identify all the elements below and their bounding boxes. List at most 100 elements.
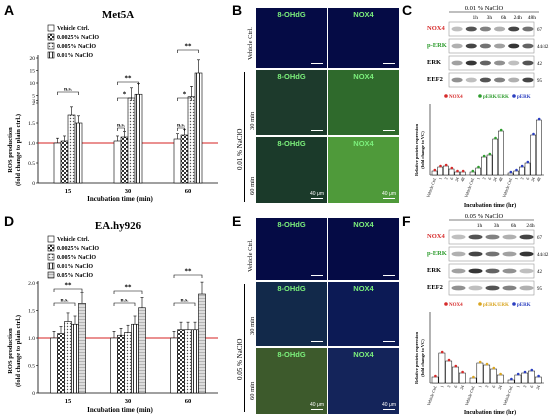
significance-label: n.s. — [181, 298, 190, 304]
kda-label: 44/42 — [537, 253, 549, 258]
quant-bar — [530, 134, 536, 176]
significance-bracket — [177, 127, 185, 131]
chart-title: Met5A — [102, 9, 134, 21]
scale-bar — [383, 408, 395, 410]
group-bracket — [244, 284, 245, 412]
stain-label: 8-OHdG — [277, 220, 306, 229]
blot-band — [465, 43, 477, 49]
quant-bar — [431, 170, 438, 176]
data-point — [488, 152, 492, 156]
legend-marker — [444, 94, 448, 98]
micrograph-e-8ohdg-60min: 8-OHdG 40 μm — [256, 348, 327, 414]
significance-label: ** — [65, 282, 73, 290]
data-point — [454, 364, 458, 368]
blot-band — [468, 285, 483, 291]
panel-f: 0.05 % NaClO 1h 3h 6h 24h NOX4 67 p-ERK 44/42 E… — [414, 213, 549, 416]
quant-bar — [445, 360, 453, 384]
band-label: EEF2 — [427, 76, 443, 83]
quant-bar — [486, 154, 493, 176]
bar — [78, 303, 86, 394]
kda-label: 95 — [537, 287, 543, 292]
scale-bar — [311, 62, 323, 64]
significance-label: ** — [185, 43, 193, 51]
quant-bar — [492, 138, 498, 176]
x-tick-label: 6 — [487, 177, 492, 181]
row-label-30min: 30 min — [249, 316, 256, 335]
blot-band — [479, 43, 491, 49]
x-tick-label: 24 — [492, 176, 498, 182]
panel-label-d: D — [4, 213, 15, 229]
significance-bracket — [177, 49, 199, 53]
x-tick-label: 1 — [438, 177, 443, 181]
x-tick-label: 3 — [522, 385, 527, 389]
stain-label: NOX4 — [353, 350, 374, 359]
y-axis-label-line2: (fold change to VC) — [420, 339, 425, 377]
y-tick-label: 20 — [30, 56, 36, 62]
quant-bar — [528, 370, 535, 384]
blot-band — [519, 234, 534, 240]
legend-label: Vehicle Ctrl. — [57, 26, 90, 32]
blot-band — [519, 285, 534, 291]
bar — [67, 114, 76, 184]
data-point — [499, 128, 503, 132]
bar — [57, 333, 65, 394]
time-label: 3h — [494, 223, 500, 229]
y-tick-label: 10 — [30, 81, 36, 87]
chart-title: EA.hy926 — [95, 220, 142, 232]
bar — [187, 96, 196, 184]
significance-label: ** — [185, 268, 193, 276]
legend-label: pERK — [517, 303, 531, 308]
significance-bracket — [117, 81, 139, 85]
bar — [60, 140, 69, 184]
blot-band — [508, 77, 520, 83]
y-axis-label-line1: ROS production — [7, 328, 14, 374]
legend-label: NOX4 — [449, 95, 463, 100]
bar — [117, 334, 125, 394]
scale-text: 40 μm — [310, 191, 324, 197]
data-point — [537, 374, 540, 378]
row-label-vehicle: Vehicle Ctrl. — [247, 239, 254, 272]
quant-bar — [438, 352, 446, 384]
quant-bar — [496, 374, 504, 384]
y-tick-label: 1.5 — [28, 121, 35, 127]
legend-marker — [512, 94, 516, 98]
y-axis-label-line2: (fold change to VC) — [420, 131, 425, 169]
data-point — [494, 136, 497, 140]
micrograph-b-nox4-vehicle: NOX4 — [328, 8, 399, 68]
blot-band — [502, 285, 517, 291]
blot-band — [479, 26, 491, 32]
y-tick-label: 5 — [32, 94, 35, 100]
legend-marker — [512, 302, 516, 306]
micrograph-e-nox4-60min: NOX4 40 μm — [328, 348, 399, 414]
row-label-vehicle: Vehicle Ctrl. — [247, 27, 254, 60]
quant-bar — [507, 379, 515, 384]
row-label-60min: 60 min — [249, 176, 256, 195]
significance-bracket — [53, 302, 76, 306]
stain-label: 8-OHdG — [277, 72, 306, 81]
x-tick-label: 24 — [454, 176, 460, 182]
quant-bar — [454, 171, 460, 176]
y-tick-label: 2 — [32, 101, 35, 107]
blot-band — [502, 268, 517, 274]
band-label: p-ERK — [427, 250, 447, 257]
time-label: 24h — [526, 223, 535, 229]
scale-text: 40 μm — [310, 402, 324, 408]
blot-band — [451, 43, 463, 49]
quant-bar — [476, 362, 484, 384]
blot-band — [508, 60, 520, 66]
blot-band — [519, 268, 534, 274]
time-label: 1h — [477, 223, 483, 229]
significance-label: n.s. — [121, 298, 130, 304]
legend-label: 0.005% NaClO — [57, 255, 96, 261]
significance-bracket — [57, 91, 79, 95]
significance-bracket — [117, 127, 125, 131]
scale-bar — [311, 129, 323, 131]
quant-bar — [521, 372, 529, 384]
data-point — [516, 372, 520, 376]
scale-text: 40 μm — [382, 191, 396, 197]
quant-bar — [431, 376, 439, 384]
y-tick-label: 0.5 — [28, 161, 35, 167]
x-tick-label: 24 — [497, 384, 503, 390]
quant-bar — [498, 130, 504, 176]
data-point — [478, 360, 482, 364]
